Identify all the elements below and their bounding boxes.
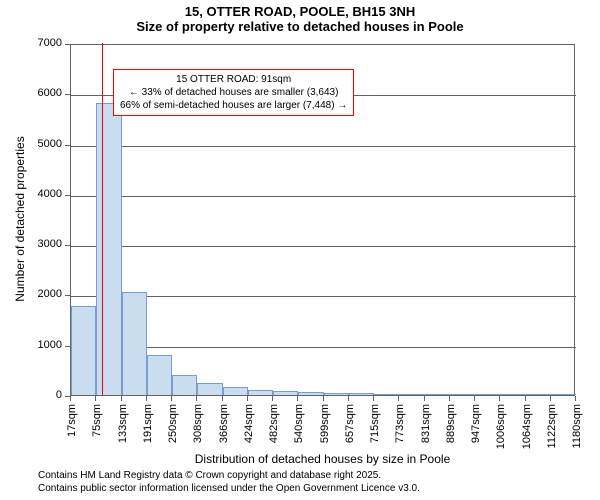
- xtick-mark: [196, 396, 197, 401]
- histogram-bar: [172, 375, 197, 395]
- histogram-bar: [273, 391, 298, 395]
- histogram-bar: [399, 394, 424, 395]
- xtick-mark: [499, 396, 500, 401]
- xtick-label: 540sqm: [293, 404, 305, 443]
- ytick-label: 5000: [0, 138, 62, 150]
- callout-line-3: 66% of semi-detached houses are larger (…: [120, 99, 347, 112]
- histogram-bar: [147, 355, 172, 395]
- xtick-label: 1064sqm: [521, 404, 533, 449]
- xtick-mark: [398, 396, 399, 401]
- xtick-mark: [121, 396, 122, 401]
- xtick-label: 831sqm: [420, 404, 432, 443]
- gridline: [71, 246, 576, 247]
- gridline: [71, 146, 576, 147]
- ytick-label: 4000: [0, 188, 62, 200]
- xtick-label: 191sqm: [142, 404, 154, 443]
- xtick-label: 657sqm: [344, 404, 356, 443]
- xtick-label: 599sqm: [319, 404, 331, 443]
- xtick-mark: [171, 396, 172, 401]
- chart-container: 15, OTTER ROAD, POOLE, BH15 3NH Size of …: [0, 0, 600, 500]
- xtick-mark: [95, 396, 96, 401]
- callout-box: 15 OTTER ROAD: 91sqm ← 33% of detached h…: [113, 69, 354, 116]
- ytick-label: 2000: [0, 288, 62, 300]
- xtick-mark: [373, 396, 374, 401]
- callout-line-1: 15 OTTER ROAD: 91sqm: [120, 73, 347, 86]
- xtick-mark: [297, 396, 298, 401]
- ytick-mark: [65, 44, 70, 45]
- xtick-mark: [474, 396, 475, 401]
- xtick-mark: [348, 396, 349, 401]
- xtick-label: 1122sqm: [546, 404, 558, 448]
- xtick-label: 947sqm: [470, 404, 482, 443]
- histogram-bar: [298, 392, 323, 395]
- xtick-label: 424sqm: [243, 404, 255, 443]
- xtick-label: 482sqm: [268, 404, 280, 443]
- histogram-bar: [475, 394, 500, 395]
- histogram-bar: [374, 394, 399, 396]
- histogram-bar: [551, 394, 576, 395]
- gridline: [71, 347, 576, 348]
- xtick-mark: [575, 396, 576, 401]
- ytick-label: 1000: [0, 339, 62, 351]
- xtick-label: 715sqm: [369, 404, 381, 443]
- xtick-label: 366sqm: [218, 404, 230, 443]
- histogram-bar: [526, 394, 551, 395]
- callout-line-2: ← 33% of detached houses are smaller (3,…: [120, 86, 347, 99]
- y-axis-label: Number of detached properties: [13, 124, 27, 314]
- ytick-mark: [65, 195, 70, 196]
- histogram-bar: [248, 390, 273, 395]
- histogram-bar: [349, 393, 374, 395]
- xtick-label: 1006sqm: [495, 404, 507, 449]
- xtick-mark: [449, 396, 450, 401]
- ytick-mark: [65, 346, 70, 347]
- histogram-bar: [425, 394, 450, 395]
- histogram-bar: [500, 394, 525, 395]
- ytick-mark: [65, 94, 70, 95]
- chart-title: 15, OTTER ROAD, POOLE, BH15 3NH: [0, 4, 600, 19]
- histogram-bar: [324, 393, 349, 396]
- xtick-mark: [222, 396, 223, 401]
- xtick-label: 133sqm: [117, 404, 129, 443]
- xtick-label: 889sqm: [445, 404, 457, 443]
- ytick-label: 6000: [0, 87, 62, 99]
- x-axis-label: Distribution of detached houses by size …: [70, 452, 575, 466]
- plot-area: 15 OTTER ROAD: 91sqm ← 33% of detached h…: [70, 44, 575, 396]
- histogram-bar: [223, 387, 248, 395]
- histogram-bar: [450, 394, 475, 395]
- ytick-mark: [65, 145, 70, 146]
- ytick-label: 0: [0, 389, 62, 401]
- footer-line-2: Contains public sector information licen…: [38, 483, 420, 494]
- ytick-mark: [65, 245, 70, 246]
- xtick-label: 75sqm: [91, 404, 103, 437]
- histogram-bar: [71, 306, 96, 396]
- gridline: [71, 196, 576, 197]
- histogram-bar: [96, 103, 121, 395]
- xtick-mark: [70, 396, 71, 401]
- xtick-label: 773sqm: [394, 404, 406, 443]
- xtick-mark: [424, 396, 425, 401]
- ytick-label: 7000: [0, 37, 62, 49]
- xtick-label: 17sqm: [66, 404, 78, 437]
- marker-line: [102, 43, 103, 395]
- xtick-mark: [323, 396, 324, 401]
- xtick-label: 1180sqm: [571, 404, 583, 448]
- chart-subtitle: Size of property relative to detached ho…: [0, 19, 600, 34]
- ytick-label: 3000: [0, 238, 62, 250]
- xtick-mark: [272, 396, 273, 401]
- histogram-bar: [122, 292, 147, 395]
- footer-line-1: Contains HM Land Registry data © Crown c…: [38, 470, 381, 481]
- xtick-mark: [247, 396, 248, 401]
- xtick-mark: [525, 396, 526, 401]
- ytick-mark: [65, 295, 70, 296]
- xtick-mark: [550, 396, 551, 401]
- xtick-mark: [146, 396, 147, 401]
- gridline: [71, 296, 576, 297]
- xtick-label: 250sqm: [167, 404, 179, 443]
- histogram-bar: [197, 383, 222, 395]
- xtick-label: 308sqm: [192, 404, 204, 443]
